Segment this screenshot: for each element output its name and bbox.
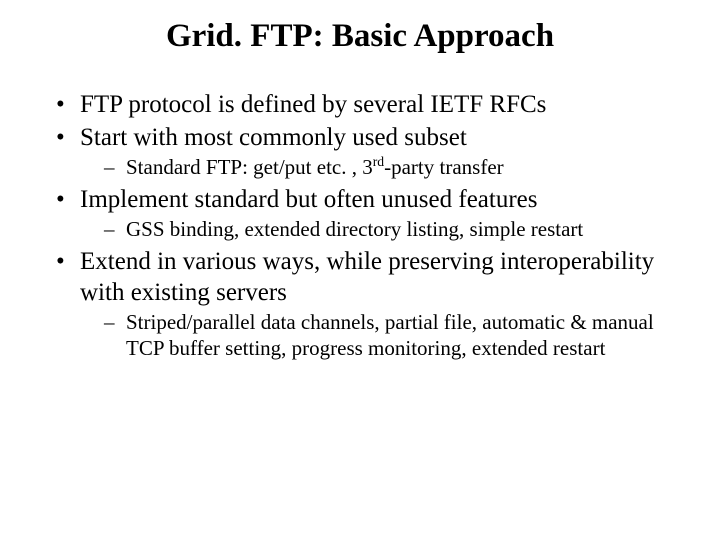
slide-title: Grid. FTP: Basic Approach <box>36 18 684 54</box>
bullet-level1: Implement standard but often unused feat… <box>52 185 676 243</box>
bullet-list: FTP protocol is defined by several IETF … <box>36 90 684 361</box>
bullet-text: Striped/parallel data channels, partial … <box>126 310 654 360</box>
bullet-text: Standard FTP: get/put etc. , 3rd-party t… <box>126 155 504 179</box>
bullet-sublist: Striped/parallel data channels, partial … <box>80 310 676 361</box>
bullet-text: Start with most commonly used subset <box>80 124 467 151</box>
bullet-sublist: GSS binding, extended directory listing,… <box>80 217 676 243</box>
bullet-level2: Standard FTP: get/put etc. , 3rd-party t… <box>102 155 676 181</box>
bullet-level2: GSS binding, extended directory listing,… <box>102 217 676 243</box>
bullet-level1: Extend in various ways, while preserving… <box>52 247 676 361</box>
bullet-level1: Start with most commonly used subset Stan… <box>52 123 676 181</box>
bullet-text: Implement standard but often unused feat… <box>80 186 538 213</box>
bullet-text: FTP protocol is defined by several IETF … <box>80 91 546 118</box>
slide: Grid. FTP: Basic Approach FTP protocol i… <box>0 0 720 540</box>
bullet-sublist: Standard FTP: get/put etc. , 3rd-party t… <box>80 155 676 181</box>
bullet-text: Extend in various ways, while preserving… <box>80 248 654 306</box>
bullet-text: GSS binding, extended directory listing,… <box>126 217 583 241</box>
bullet-level2: Striped/parallel data channels, partial … <box>102 310 676 361</box>
bullet-level1: FTP protocol is defined by several IETF … <box>52 90 676 121</box>
